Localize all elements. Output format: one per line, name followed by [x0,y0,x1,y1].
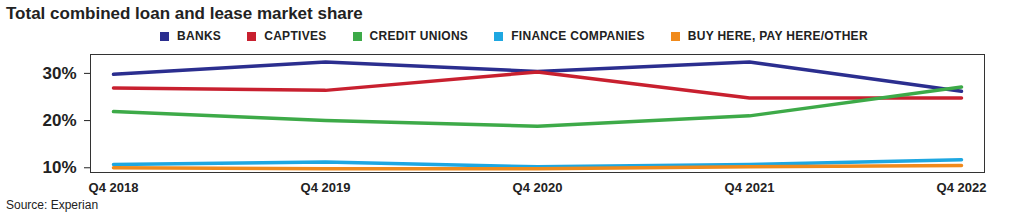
html-text:Total combined loan and lease: Total combined loan and lease market sha… [6,4,363,23]
svg-text:20%: 20% [42,111,76,130]
svg-text:10%: 10% [42,158,76,177]
svg-text:Q4 2018: Q4 2018 [89,180,139,195]
svg-text:Q4 2021: Q4 2021 [725,180,775,195]
svg-text:30%: 30% [42,64,76,83]
html-text:BUY HERE, PAY HERE/OTHER: BUY HERE, PAY HERE/OTHER [687,29,868,43]
html-text:Source: Experian: Source: Experian [6,198,99,212]
html-text:BANKS: BANKS [177,29,222,43]
html-text:FINANCE COMPANIES: FINANCE COMPANIES [511,29,645,43]
html-text:CAPTIVES: CAPTIVES [264,29,327,43]
svg-text:Q4 2022: Q4 2022 [937,180,987,195]
svg-text:Q4 2020: Q4 2020 [513,180,563,195]
svg-text:Q4 2019: Q4 2019 [301,180,351,195]
html-text:CREDIT UNIONS: CREDIT UNIONS [369,29,469,43]
